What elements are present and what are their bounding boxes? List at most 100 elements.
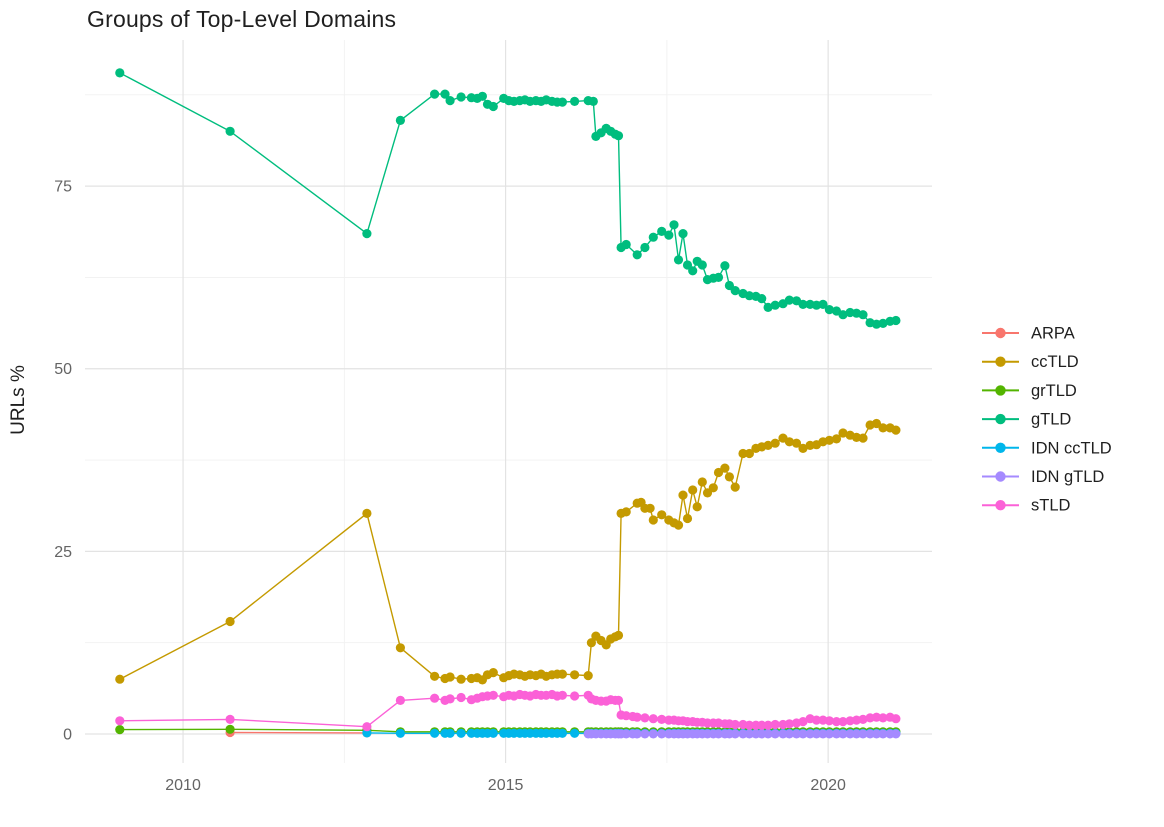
data-point [838,428,848,438]
data-point [557,690,568,700]
data-point [557,728,568,738]
data-point [673,255,684,265]
data-point [586,638,597,648]
data-point [858,714,868,725]
data-point [713,467,724,478]
legend-key-point-icon [995,471,1006,482]
data-point [730,719,740,730]
data-point [763,440,773,450]
data-point [570,728,580,738]
y-tick-label: 0 [63,726,72,743]
data-point [838,717,848,727]
data-point [831,717,842,727]
data-point [430,671,440,681]
data-point [430,89,440,99]
data-point [692,502,702,512]
data-point [440,89,450,99]
data-point [456,92,466,102]
series-gTLD [115,68,901,329]
data-point [831,729,842,739]
data-point [225,724,235,734]
data-point [488,668,498,678]
data-point [730,482,740,492]
legend: ARPA ccTLD grTLD gTLD IDN ccTLD IDN gTLD sTLD [982,325,1112,515]
data-point [688,485,698,495]
data-point [891,425,901,435]
data-point [713,729,724,739]
data-point [858,433,868,443]
data-point [557,669,568,679]
data-point [838,729,848,739]
legend-key-point-icon [995,442,1006,453]
chart-title: Groups of Top-Level Domains [87,6,397,32]
data-point [362,508,372,518]
data-point [640,729,650,739]
data-point [632,250,642,260]
data-point [818,299,828,309]
data-point [851,729,862,739]
data-point [824,435,835,445]
legend-item-label: IDN gTLD [1031,468,1104,486]
data-point [878,729,888,739]
data-point [770,719,780,730]
data-point [445,694,455,704]
data-point [891,315,901,326]
legend-item-gTLD: gTLD [982,411,1071,429]
data-point [430,728,440,738]
y-tick-label: 75 [54,179,72,196]
data-point [682,513,693,524]
data-point [798,717,808,727]
data-point [831,434,842,444]
data-point [395,695,405,706]
data-point [557,97,568,107]
data-point [115,68,125,78]
legend-item-label: ARPA [1031,325,1075,343]
data-point [621,239,631,250]
data-point [757,294,767,304]
legend-key-point-icon [995,385,1006,396]
data-point [648,714,658,724]
data-point [115,674,125,684]
y-tick-label: 25 [54,544,72,561]
data-point [570,96,580,106]
data-point [744,448,755,459]
legend-key-point-icon [995,356,1006,367]
data-point [784,719,795,729]
data-point [648,515,658,525]
data-point [724,472,735,482]
data-point [878,423,888,433]
data-point [477,91,487,101]
data-point [570,691,580,701]
data-point [697,260,707,270]
data-point [395,728,405,738]
series-ccTLD [115,418,901,685]
data-point [225,616,235,627]
legend-item-grTLD: grTLD [982,382,1077,400]
data-point [791,438,802,448]
data-point [784,729,795,739]
grid-major-lines [85,40,932,763]
data-point [488,101,498,112]
data-series-layer [115,68,901,739]
data-point [669,220,679,230]
data-point [664,230,674,240]
data-point [720,463,730,473]
data-point [845,729,855,739]
data-point [770,300,780,310]
data-point [613,630,624,641]
data-point [456,728,466,738]
data-point [632,729,642,739]
legend-item-IDN-ccTLD: IDN ccTLD [982,439,1112,457]
data-point [657,729,667,739]
legend-key-point-icon [995,327,1006,339]
legend-item-label: ccTLD [1031,353,1079,371]
data-point [697,477,707,487]
data-point [395,115,405,125]
data-point [613,131,624,141]
data-point [811,715,822,725]
data-point [678,229,688,239]
data-point [757,720,767,730]
data-point [738,448,748,459]
data-point [858,310,868,320]
